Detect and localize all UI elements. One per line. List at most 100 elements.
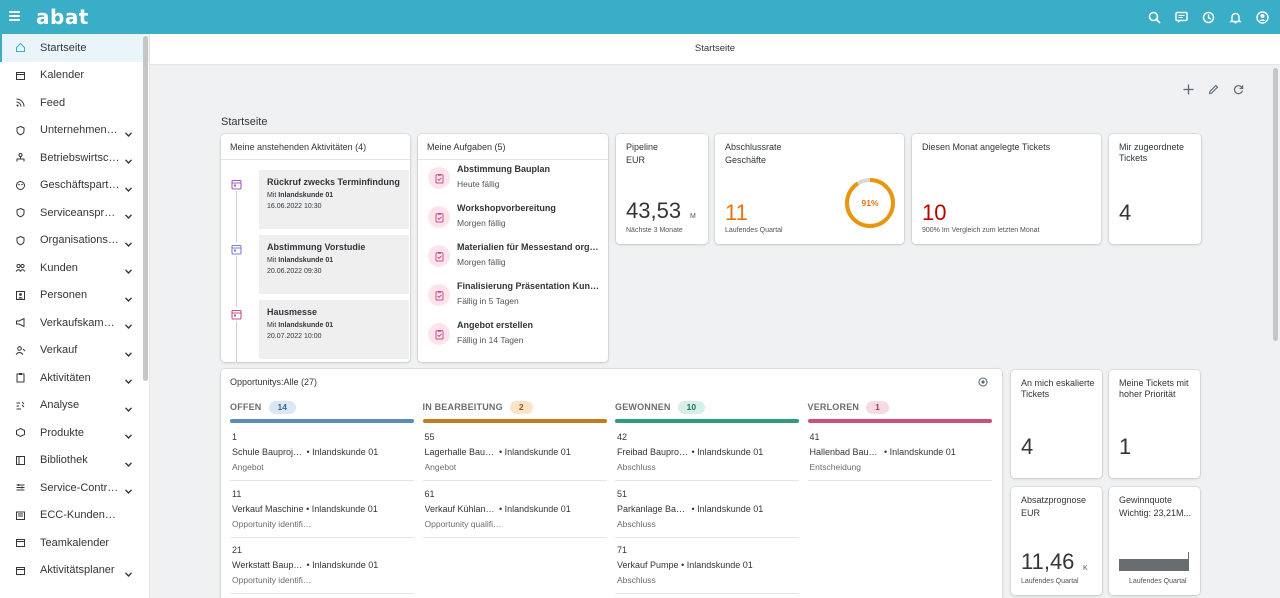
- activity-with-prefix: Mit: [267, 257, 277, 264]
- tasks-title[interactable]: Meine Aufgaben (5): [427, 142, 506, 152]
- main-scrollbar[interactable]: [1273, 68, 1278, 341]
- task-item[interactable]: Abstimmung Bauplan Heute fällig: [428, 161, 603, 197]
- task-item[interactable]: Angebot erstellen Fällig in 14 Tagen: [428, 317, 603, 353]
- sidebar-item-14[interactable]: Produkte: [0, 419, 149, 447]
- closing-rate-value: 11: [725, 200, 748, 225]
- refresh-icon[interactable]: [1231, 82, 1245, 96]
- chevron-down-icon[interactable]: [124, 208, 133, 222]
- settings-icon[interactable]: [978, 376, 988, 390]
- opportunity-card[interactable]: 71 Verkauf Pumpe • Inlandskunde 01 Abschlu…: [615, 538, 799, 594]
- sidebar-item-label: Teamkalender: [40, 536, 110, 549]
- opportunity-status: Angebot: [232, 462, 264, 472]
- page-title: Startseite: [150, 34, 1280, 65]
- sidebar-item-13[interactable]: Analyse: [0, 392, 149, 420]
- chevron-down-icon[interactable]: [124, 373, 133, 387]
- chevron-down-icon[interactable]: [124, 456, 133, 470]
- activity-type-icon: [229, 307, 243, 321]
- sidebar-item-4[interactable]: Betriebswirtschaft: [0, 144, 149, 172]
- sidebar-item-0[interactable]: Startseite: [0, 34, 149, 62]
- search-icon[interactable]: [1146, 9, 1162, 25]
- sidebar-item-1[interactable]: Kalender: [0, 62, 149, 90]
- opportunity-status: Abschluss: [617, 575, 656, 585]
- opportunity-customer: • Inlandskunde 01: [691, 447, 764, 457]
- history-icon[interactable]: [1200, 9, 1216, 25]
- task-item[interactable]: Workshopvorbereitung Morgen fällig: [428, 200, 603, 236]
- task-item[interactable]: Finalisierung Präsentation Kundentermin F…: [428, 278, 603, 314]
- sidebar-item-8[interactable]: Kunden: [0, 254, 149, 282]
- sidebar-item-7[interactable]: Organisationsdaten: [0, 227, 149, 255]
- sidebar-item-3[interactable]: Unternehmensstruktur: [0, 117, 149, 145]
- chevron-down-icon[interactable]: [124, 153, 133, 167]
- opportunity-status: Entscheidung: [809, 462, 862, 472]
- high-priority-tickets-tile[interactable]: Meine Tickets mit hoher Priorität 1: [1109, 370, 1200, 478]
- chevron-down-icon[interactable]: [124, 401, 133, 415]
- escalated-tickets-title: An mich eskalierte Tickets: [1021, 378, 1095, 399]
- activities-title[interactable]: Meine anstehenden Aktivitäten (4): [230, 142, 367, 152]
- opportunity-card[interactable]: 55 Lagerhalle Bauprojekt • Inlandskunde 0…: [422, 425, 607, 481]
- sales-forecast-tile[interactable]: Absatzprognose EUR 11,46 K Laufendes Qua…: [1011, 487, 1102, 595]
- opportunity-number: 71: [617, 545, 628, 555]
- sidebar-item-label: Service-Contracts: [40, 481, 120, 494]
- task-item[interactable]: Materialien für Messestand organisieren M…: [428, 239, 603, 275]
- chevron-down-icon[interactable]: [124, 291, 133, 305]
- chevron-down-icon[interactable]: [124, 181, 133, 195]
- sidebar-item-6[interactable]: Serviceansprüche: [0, 199, 149, 227]
- opportunity-description: Schule Bauprojekt: [232, 447, 304, 457]
- tickets-month-tile[interactable]: Diesen Monat angelegte Tickets 10 900% I…: [912, 134, 1101, 244]
- column-color-bar: [422, 419, 607, 423]
- opportunities-title[interactable]: Opportunitys:Alle (27): [230, 377, 318, 387]
- opportunity-description: Parkanlage Bauprojekt: [617, 503, 689, 514]
- sidebar-item-10[interactable]: Verkaufskampagnen: [0, 309, 149, 337]
- sidebar-item-18[interactable]: Teamkalender: [0, 529, 149, 557]
- opportunity-card[interactable]: 21 Werkstatt Bauprojekt • Inlandskunde 01…: [230, 538, 414, 594]
- opportunity-description: Verkauf Maschine: [232, 503, 304, 514]
- column-count-badge: 14: [268, 400, 296, 414]
- edit-icon[interactable]: [1206, 82, 1220, 96]
- menu-icon[interactable]: [9, 11, 20, 21]
- opportunity-card[interactable]: 51 Parkanlage Bauprojekt • Inlandskunde 0…: [615, 482, 799, 538]
- opportunity-status: Angebot: [424, 462, 457, 472]
- sidebar-item-9[interactable]: Personen: [0, 282, 149, 310]
- chevron-down-icon[interactable]: [124, 483, 133, 497]
- assigned-tickets-tile[interactable]: Mir zugeordnete Tickets 4: [1109, 134, 1201, 244]
- opportunity-card[interactable]: 11 Verkauf Maschine • Inlandskunde 01 Oppo…: [230, 482, 414, 538]
- sidebar-item-17[interactable]: ECC-Kundenaufträge: [0, 502, 149, 530]
- feedback-icon[interactable]: [1173, 9, 1189, 25]
- sidebar-item-16[interactable]: Service-Contracts: [0, 474, 149, 502]
- sidebar-item-2[interactable]: Feed: [0, 89, 149, 117]
- notification-icon[interactable]: [1227, 9, 1243, 25]
- closing-rate-tile[interactable]: Abschlussrate Geschäfte 11 Laufendes Qua…: [715, 134, 904, 244]
- user-profile-icon[interactable]: [1254, 9, 1270, 25]
- activity-item[interactable]: Rückruf zwecks Terminfindung Mit Inlandsk…: [259, 170, 409, 229]
- sidebar-item-5[interactable]: Geschäftspartner: [0, 172, 149, 200]
- task-due: Morgen fällig: [457, 218, 506, 228]
- activity-item[interactable]: Hausmesse Mit Inlandskunde 01 20.07.2022 1…: [259, 300, 409, 359]
- sidebar-scrollbar[interactable]: [143, 36, 148, 381]
- win-rate-tile[interactable]: Gewinnquote Wichtig: 23,21M... Laufendes…: [1109, 487, 1200, 595]
- chevron-down-icon[interactable]: [124, 346, 133, 360]
- opportunity-card[interactable]: 42 Freibad Bauprojekt • Inlandskunde 01 Ab…: [615, 425, 799, 481]
- sidebar-item-19[interactable]: Aktivitätsplaner: [0, 557, 149, 585]
- add-icon[interactable]: [1181, 82, 1195, 96]
- chevron-down-icon[interactable]: [124, 318, 133, 332]
- closing-rate-footer: Laufendes Quartal: [725, 227, 783, 234]
- chevron-down-icon[interactable]: [124, 126, 133, 140]
- sidebar-item-11[interactable]: Verkauf: [0, 337, 149, 365]
- chevron-down-icon[interactable]: [124, 566, 133, 580]
- sales-forecast-unit: K: [1083, 565, 1088, 572]
- chevron-down-icon[interactable]: [124, 428, 133, 442]
- opportunity-description: Verkauf Pumpe: [617, 560, 679, 570]
- activity-item[interactable]: Abstimmung Vorstudie Mit Inlandskunde 01 2…: [259, 235, 409, 294]
- closing-rate-percent: 91%: [861, 198, 878, 208]
- app-logo[interactable]: abat: [36, 5, 89, 29]
- chevron-down-icon[interactable]: [124, 236, 133, 250]
- sidebar-item-15[interactable]: Bibliothek: [0, 447, 149, 475]
- sidebar-item-label: Analyse: [40, 399, 80, 412]
- opportunity-card[interactable]: 61 Verkauf Kühlanlage • Inlandskunde 01 Op…: [422, 482, 607, 538]
- opportunity-card[interactable]: 1 Schule Bauprojekt • Inlandskunde 01 Ange…: [230, 425, 414, 481]
- chevron-down-icon[interactable]: [124, 263, 133, 277]
- opportunity-card[interactable]: 41 Hallenbad Bauprojekt • Inlandskunde 01…: [807, 425, 992, 481]
- pipeline-tile[interactable]: Pipeline EUR 43,53 M Nächste 3 Monate: [616, 134, 708, 244]
- escalated-tickets-tile[interactable]: An mich eskalierte Tickets 4: [1011, 370, 1102, 478]
- sidebar-item-12[interactable]: Aktivitäten: [0, 364, 149, 392]
